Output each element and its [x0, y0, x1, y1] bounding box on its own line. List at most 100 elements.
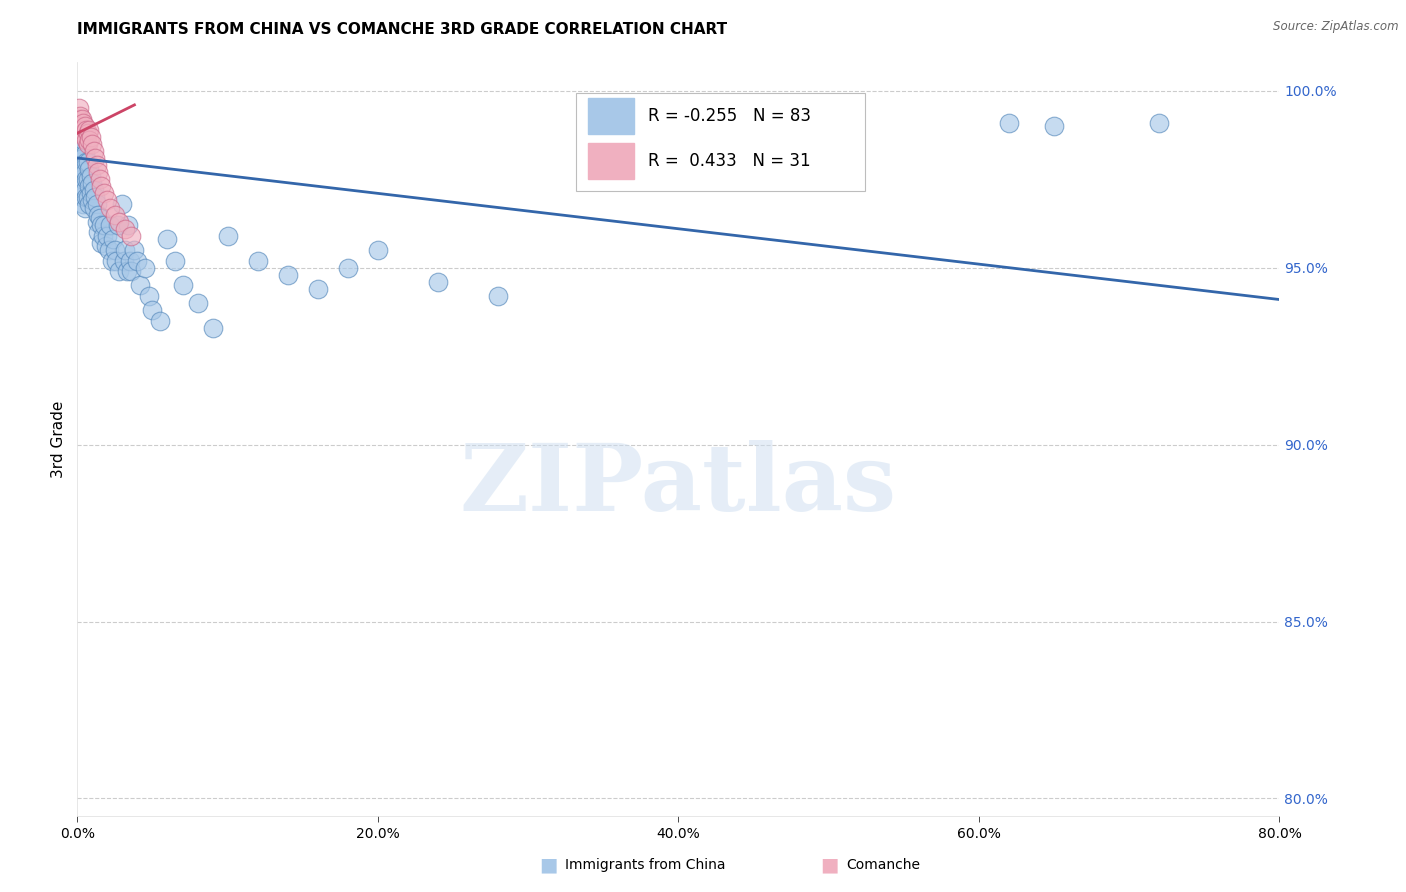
- Point: [127, 253, 149, 268]
- Point: [69, 172, 91, 186]
- Point: [70, 158, 93, 172]
- FancyBboxPatch shape: [576, 93, 865, 191]
- Point: [129, 278, 152, 293]
- Point: [82, 136, 104, 151]
- Point: [70, 172, 93, 186]
- Text: ZIPatlas: ZIPatlas: [460, 440, 897, 530]
- Point: [93, 218, 115, 232]
- Point: [114, 243, 136, 257]
- Point: [73, 119, 96, 133]
- Point: [104, 208, 127, 222]
- Point: [108, 215, 131, 229]
- Point: [79, 179, 101, 194]
- Point: [69, 119, 91, 133]
- Point: [82, 194, 104, 208]
- Point: [100, 218, 122, 232]
- Point: [94, 239, 117, 253]
- Bar: [588, 97, 634, 134]
- Point: [103, 232, 125, 246]
- Point: [79, 122, 101, 136]
- Text: Comanche: Comanche: [846, 858, 921, 872]
- Text: R =  0.433   N = 31: R = 0.433 N = 31: [648, 152, 811, 169]
- Point: [114, 221, 136, 235]
- Point: [84, 151, 107, 165]
- Point: [86, 197, 108, 211]
- Point: [67, 102, 90, 116]
- Point: [82, 176, 104, 190]
- Bar: [588, 143, 634, 178]
- Point: [75, 133, 97, 147]
- Point: [75, 190, 97, 204]
- Point: [118, 253, 141, 268]
- Point: [246, 253, 269, 268]
- Point: [112, 253, 135, 268]
- Point: [73, 129, 96, 144]
- Point: [70, 140, 93, 154]
- Point: [83, 201, 105, 215]
- Point: [141, 303, 163, 318]
- Point: [76, 136, 98, 151]
- Point: [104, 243, 127, 257]
- Point: [336, 260, 359, 275]
- Point: [156, 232, 179, 246]
- Point: [115, 264, 138, 278]
- Point: [83, 183, 105, 197]
- Point: [96, 194, 118, 208]
- Point: [367, 243, 389, 257]
- Y-axis label: 3rd Grade: 3rd Grade: [51, 401, 66, 478]
- Point: [83, 144, 105, 158]
- Point: [87, 208, 110, 222]
- Point: [90, 218, 112, 232]
- Point: [111, 197, 134, 211]
- Point: [138, 289, 160, 303]
- Point: [72, 126, 94, 140]
- Point: [75, 154, 97, 169]
- Point: [120, 228, 142, 243]
- Point: [67, 112, 90, 126]
- Point: [70, 190, 93, 204]
- Point: [69, 136, 91, 151]
- Point: [76, 172, 98, 186]
- Point: [72, 151, 94, 165]
- Point: [69, 109, 91, 123]
- Point: [76, 154, 98, 169]
- Text: R = -0.255   N = 83: R = -0.255 N = 83: [648, 107, 811, 125]
- Point: [149, 314, 172, 328]
- Point: [90, 235, 112, 250]
- Point: [108, 264, 131, 278]
- Point: [84, 190, 107, 204]
- Point: [80, 169, 103, 183]
- Point: [80, 129, 103, 144]
- Point: [427, 275, 450, 289]
- Point: [163, 253, 186, 268]
- Point: [201, 321, 224, 335]
- Point: [117, 218, 139, 232]
- Point: [67, 129, 90, 144]
- Point: [120, 264, 142, 278]
- Point: [124, 243, 146, 257]
- Point: [86, 215, 108, 229]
- Point: [72, 115, 94, 129]
- Point: [1043, 119, 1066, 133]
- Text: ■: ■: [820, 855, 839, 875]
- Point: [105, 253, 128, 268]
- Point: [89, 211, 111, 226]
- Point: [72, 161, 94, 176]
- Point: [69, 154, 91, 169]
- Point: [86, 158, 108, 172]
- Point: [486, 289, 509, 303]
- Point: [187, 296, 209, 310]
- Point: [73, 183, 96, 197]
- Text: IMMIGRANTS FROM CHINA VS COMANCHE 3RD GRADE CORRELATION CHART: IMMIGRANTS FROM CHINA VS COMANCHE 3RD GR…: [77, 22, 727, 37]
- Point: [90, 179, 112, 194]
- Point: [67, 147, 90, 161]
- Point: [80, 186, 103, 201]
- Point: [73, 165, 96, 179]
- Point: [70, 112, 93, 126]
- Point: [277, 268, 299, 282]
- Point: [76, 126, 98, 140]
- Point: [76, 190, 98, 204]
- Point: [998, 115, 1021, 129]
- Point: [75, 172, 97, 186]
- Point: [97, 243, 120, 257]
